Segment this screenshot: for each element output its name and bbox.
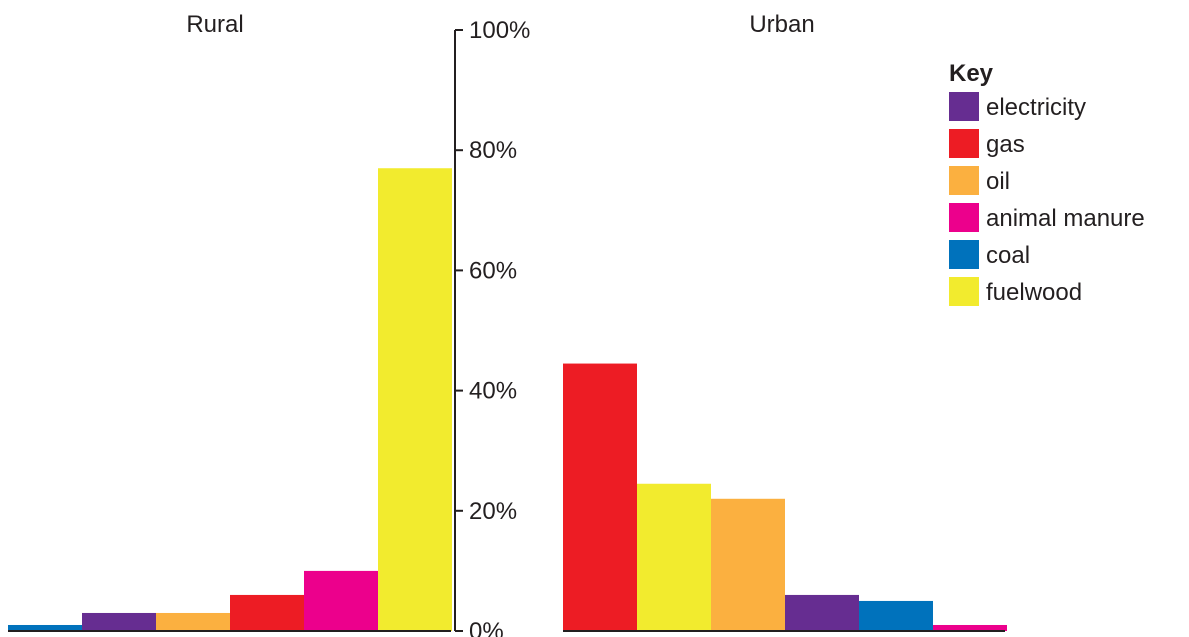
rural-bar-gas bbox=[230, 594, 304, 631]
y-axis-ticks: 0% 20% 40% 60% 80% 100% bbox=[455, 17, 530, 637]
y-tick-label-5: 100% bbox=[469, 17, 530, 44]
rural-bar-animal-manure bbox=[304, 570, 378, 631]
legend-title: Key bbox=[949, 60, 994, 87]
rural-bar-fuelwood bbox=[378, 168, 452, 632]
legend-items: electricity gas oil animal manure coal fuelwo… bbox=[949, 92, 1145, 306]
legend-swatch-animal-manure bbox=[949, 203, 979, 232]
y-tick-label-4: 80% bbox=[469, 137, 517, 164]
y-tick-label-2: 40% bbox=[469, 378, 517, 405]
legend: Key electricity gas oil animal manure coal fu… bbox=[949, 60, 1145, 306]
y-tick-label-1: 20% bbox=[469, 498, 517, 525]
legend-swatch-fuelwood bbox=[949, 277, 979, 306]
panel-title-rural: Rural bbox=[186, 11, 243, 38]
legend-swatch-coal bbox=[949, 240, 979, 269]
y-tick-label-3: 60% bbox=[469, 257, 517, 284]
urban-bar-fuelwood bbox=[637, 483, 711, 631]
rural-bar-electricity bbox=[82, 612, 156, 631]
panel-title-urban: Urban bbox=[749, 11, 814, 38]
legend-label-gas: gas bbox=[986, 131, 1025, 158]
urban-bar-coal bbox=[859, 600, 933, 631]
legend-label-oil: oil bbox=[986, 168, 1010, 195]
y-axis: 0% 20% 40% 60% 80% 100% bbox=[454, 17, 530, 637]
legend-swatch-oil bbox=[949, 166, 979, 195]
rural-bar-coal bbox=[8, 624, 82, 631]
y-tick-label-0: 0% bbox=[469, 618, 504, 637]
urban-bar-oil bbox=[711, 498, 785, 631]
urban-bars bbox=[563, 363, 1007, 631]
legend-swatch-electricity bbox=[949, 92, 979, 121]
urban-bar-electricity bbox=[785, 594, 859, 631]
urban-bar-animal-manure bbox=[933, 624, 1007, 631]
urban-bar-gas bbox=[563, 363, 637, 631]
legend-swatch-gas bbox=[949, 129, 979, 158]
legend-label-fuelwood: fuelwood bbox=[986, 279, 1082, 306]
legend-label-electricity: electricity bbox=[986, 94, 1086, 121]
legend-label-coal: coal bbox=[986, 242, 1030, 269]
rural-bars bbox=[8, 168, 452, 632]
legend-label-animal-manure: animal manure bbox=[986, 205, 1145, 232]
rural-bar-oil bbox=[156, 612, 230, 631]
